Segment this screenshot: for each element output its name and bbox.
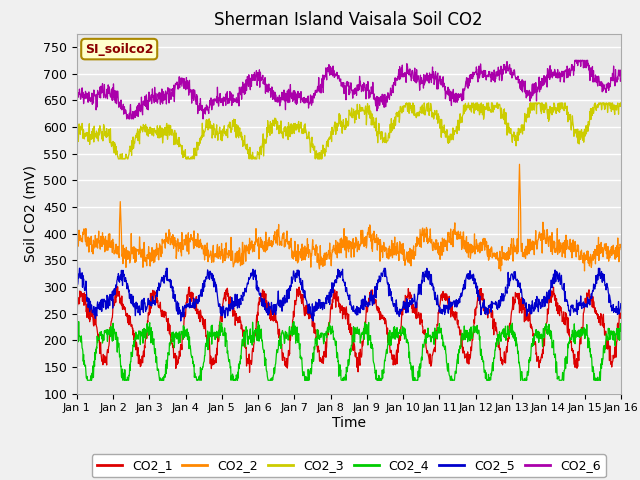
CO2_3 — [553, 105, 561, 111]
CO2_1 — [246, 370, 253, 375]
CO2_6 — [123, 116, 131, 122]
Line: CO2_2: CO2_2 — [77, 164, 621, 271]
CO2_5 — [73, 270, 81, 276]
Y-axis label: Soil CO2 (mV): Soil CO2 (mV) — [24, 165, 38, 262]
CO2_2 — [497, 268, 504, 274]
Line: CO2_4: CO2_4 — [77, 322, 621, 380]
CO2_4 — [617, 328, 625, 334]
CO2_6 — [195, 103, 202, 109]
CO2_2 — [505, 245, 513, 251]
CO2_3 — [617, 100, 625, 106]
CO2_4 — [553, 366, 561, 372]
CO2_3 — [181, 152, 189, 158]
CO2_1 — [617, 310, 625, 316]
Title: Sherman Island Vaisala Soil CO2: Sherman Island Vaisala Soil CO2 — [214, 11, 483, 29]
CO2_2 — [617, 245, 625, 251]
CO2_6 — [434, 71, 442, 77]
Line: CO2_6: CO2_6 — [77, 60, 621, 119]
CO2_5 — [182, 303, 189, 309]
CO2_1 — [114, 284, 122, 289]
CO2_1 — [505, 336, 513, 342]
CO2_3 — [115, 156, 122, 162]
CO2_1 — [434, 322, 442, 327]
Line: CO2_3: CO2_3 — [77, 103, 621, 159]
CO2_2 — [73, 252, 81, 257]
CO2_4 — [84, 377, 92, 383]
CO2_6 — [73, 94, 81, 99]
Line: CO2_5: CO2_5 — [77, 268, 621, 321]
CO2_3 — [73, 118, 81, 123]
CO2_3 — [255, 149, 263, 155]
X-axis label: Time: Time — [332, 416, 366, 430]
Text: SI_soilco2: SI_soilco2 — [85, 43, 154, 56]
CO2_4 — [505, 332, 513, 337]
CO2_3 — [195, 144, 202, 150]
CO2_5 — [76, 265, 83, 271]
CO2_4 — [255, 322, 263, 328]
CO2_6 — [255, 76, 263, 82]
CO2_2 — [433, 247, 441, 252]
CO2_5 — [195, 293, 202, 299]
Legend: CO2_1, CO2_2, CO2_3, CO2_4, CO2_5, CO2_6: CO2_1, CO2_2, CO2_3, CO2_4, CO2_5, CO2_6 — [92, 455, 605, 477]
CO2_4 — [73, 329, 81, 335]
CO2_3 — [505, 128, 513, 134]
CO2_1 — [553, 308, 561, 313]
CO2_5 — [553, 269, 561, 275]
CO2_6 — [553, 70, 561, 76]
CO2_2 — [180, 239, 188, 244]
CO2_3 — [434, 120, 442, 126]
CO2_2 — [194, 231, 202, 237]
CO2_4 — [195, 375, 202, 381]
CO2_6 — [572, 58, 579, 63]
CO2_6 — [617, 77, 625, 83]
CO2_5 — [617, 301, 625, 307]
CO2_2 — [255, 235, 262, 240]
Line: CO2_1: CO2_1 — [77, 287, 621, 372]
CO2_4 — [434, 324, 442, 330]
CO2_5 — [434, 296, 442, 302]
CO2_5 — [177, 318, 184, 324]
CO2_6 — [181, 85, 189, 91]
CO2_4 — [182, 327, 189, 333]
CO2_6 — [505, 66, 513, 72]
CO2_5 — [255, 292, 263, 298]
CO2_2 — [553, 242, 561, 248]
CO2_1 — [195, 309, 202, 314]
CO2_3 — [403, 100, 410, 106]
CO2_1 — [255, 295, 263, 300]
CO2_5 — [505, 282, 513, 288]
CO2_2 — [516, 161, 524, 167]
CO2_1 — [73, 300, 81, 305]
CO2_1 — [181, 310, 189, 315]
CO2_4 — [75, 319, 83, 324]
